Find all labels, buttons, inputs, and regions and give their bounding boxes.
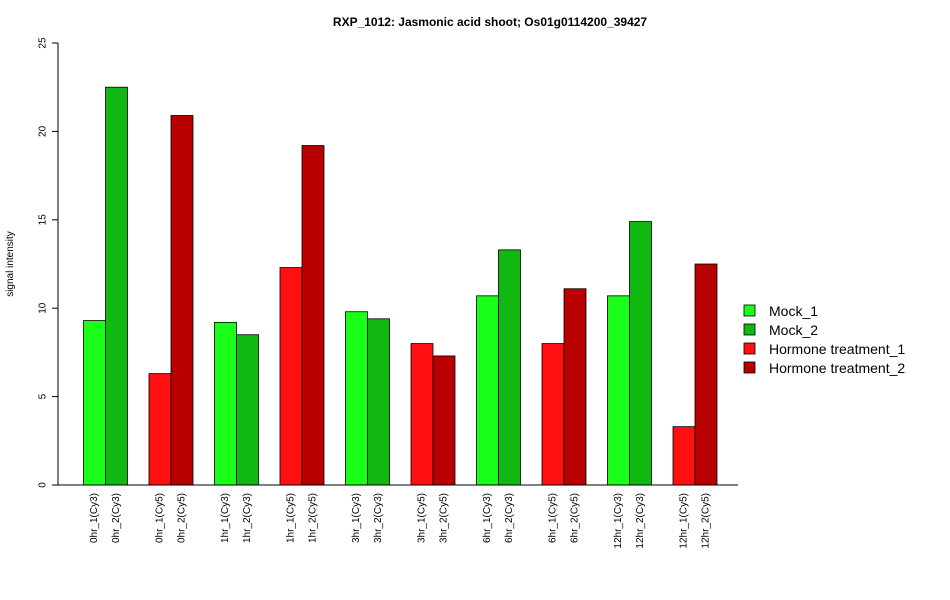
x-tick-label: 3hr_2(Cy3) bbox=[373, 493, 384, 543]
bar bbox=[432, 355, 456, 486]
legend-swatch bbox=[743, 342, 756, 355]
bar bbox=[672, 426, 696, 486]
legend-label: Hormone treatment_2 bbox=[769, 360, 905, 376]
x-tick-label: 0hr_1(Cy3) bbox=[89, 493, 100, 543]
x-tick-label: 3hr_1(Cy3) bbox=[351, 493, 362, 543]
x-tick-label: 6hr_2(Cy5) bbox=[570, 493, 581, 543]
bar bbox=[301, 145, 325, 486]
bar bbox=[170, 115, 194, 486]
y-tick-label: 5 bbox=[38, 393, 49, 399]
x-tick-label: 6hr_1(Cy3) bbox=[482, 493, 493, 543]
x-tick-label: 1hr_2(Cy3) bbox=[242, 493, 253, 543]
bar bbox=[367, 318, 390, 486]
bar bbox=[541, 343, 565, 486]
x-tick-label: 0hr_1(Cy5) bbox=[155, 493, 166, 543]
x-tick-label: 12hr_1(Cy3) bbox=[613, 493, 624, 549]
bar bbox=[607, 295, 630, 486]
x-tick-label: 6hr_1(Cy5) bbox=[548, 493, 559, 543]
bar bbox=[476, 295, 499, 486]
bar bbox=[214, 321, 237, 486]
chart-title: RXP_1012: Jasmonic acid shoot; Os01g0114… bbox=[333, 15, 648, 29]
x-tick-label: 12hr_1(Cy5) bbox=[679, 493, 690, 549]
x-tick-label: 0hr_2(Cy3) bbox=[111, 493, 122, 543]
legend-label: Mock_1 bbox=[769, 303, 818, 319]
bar bbox=[563, 288, 587, 486]
x-tick-label: 1hr_1(Cy5) bbox=[286, 493, 297, 543]
x-tick-label: 1hr_2(Cy5) bbox=[308, 493, 319, 543]
y-tick-label: 20 bbox=[38, 125, 49, 137]
bar bbox=[148, 373, 172, 486]
y-tick-label: 25 bbox=[38, 37, 49, 49]
legend-label: Mock_2 bbox=[769, 322, 818, 338]
bar bbox=[410, 343, 434, 486]
y-tick-label: 10 bbox=[38, 302, 49, 314]
bar bbox=[105, 86, 128, 486]
legend: Mock_1 Mock_2 Hormone treatment_1 Hormone t… bbox=[743, 303, 905, 376]
x-tick-label: 12hr_2(Cy3) bbox=[635, 493, 646, 549]
legend-label: Hormone treatment_1 bbox=[769, 341, 905, 357]
bar bbox=[498, 249, 521, 486]
bar bbox=[279, 267, 303, 486]
bar bbox=[694, 263, 718, 486]
legend-swatch bbox=[743, 361, 756, 374]
bar bbox=[345, 311, 368, 486]
y-tick-label: 0 bbox=[38, 482, 49, 488]
x-tick-label: 6hr_2(Cy3) bbox=[504, 493, 515, 543]
x-tick-label: 3hr_2(Cy5) bbox=[439, 493, 450, 543]
legend-swatch bbox=[743, 323, 756, 336]
y-tick-label: 15 bbox=[38, 214, 49, 226]
bars-group bbox=[83, 86, 718, 486]
x-axis: 0hr_1(Cy3) 0hr_2(Cy3) 0hr_1(Cy5) 0hr_2(Cy5)… bbox=[58, 484, 738, 549]
x-tick-label: 3hr_1(Cy5) bbox=[417, 493, 428, 543]
x-tick-label: 12hr_2(Cy5) bbox=[701, 493, 712, 549]
bar bbox=[629, 221, 652, 486]
x-tick-label: 1hr_1(Cy3) bbox=[220, 493, 231, 543]
y-axis-label: signal intensity bbox=[5, 231, 16, 297]
bar bbox=[236, 334, 259, 486]
x-tick-label: 0hr_2(Cy5) bbox=[177, 493, 188, 543]
y-axis: 0 5 10 15 20 25 bbox=[38, 37, 59, 488]
bar bbox=[83, 320, 106, 486]
legend-swatch bbox=[743, 304, 756, 317]
